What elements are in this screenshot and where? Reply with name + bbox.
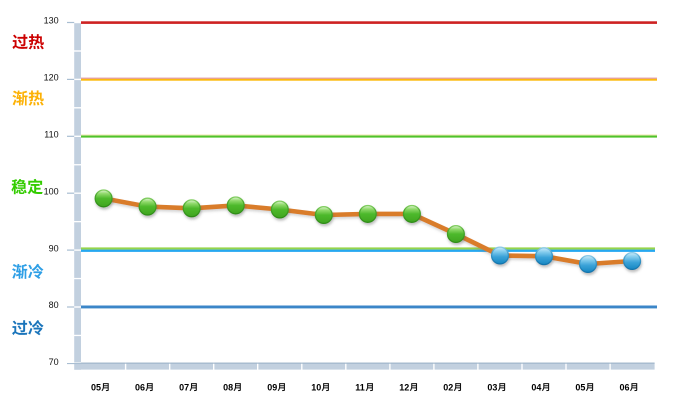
svg-text:06: 06 [620, 382, 630, 392]
svg-text:07: 07 [179, 382, 189, 392]
svg-text:80: 80 [49, 300, 59, 310]
svg-text:90: 90 [49, 243, 59, 253]
svg-text:10: 10 [311, 382, 321, 392]
svg-text:12: 12 [399, 382, 409, 392]
svg-text:100: 100 [44, 186, 59, 196]
svg-text:02: 02 [443, 382, 453, 392]
svg-text:130: 130 [44, 16, 59, 26]
svg-text:08: 08 [223, 382, 233, 392]
svg-text:110: 110 [44, 130, 58, 140]
svg-text:09: 09 [267, 382, 277, 392]
svg-text:120: 120 [44, 73, 59, 83]
svg-text:04: 04 [531, 382, 541, 392]
svg-text:03: 03 [487, 382, 497, 392]
svg-text:05: 05 [575, 382, 585, 392]
svg-text:06: 06 [135, 382, 145, 392]
svg-text:11: 11 [355, 382, 365, 392]
svg-text:70: 70 [49, 357, 59, 367]
svg-text:05: 05 [91, 382, 101, 392]
